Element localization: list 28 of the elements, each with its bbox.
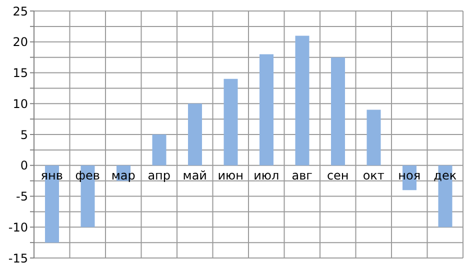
bar [224,78,238,166]
x-tick-label: мар [111,168,136,182]
x-tick-label: янв [40,168,63,182]
y-tick-label: 20 [12,35,28,50]
x-tick-label: сен [326,168,349,182]
x-tick-label: май [182,168,207,182]
x-tick-label: фев [75,168,100,182]
bar [188,104,202,166]
x-tick-label: ноя [398,168,421,182]
y-tick-label: 10 [12,96,28,111]
x-tick-label: дек [434,168,457,182]
x-tick-label: окт [362,168,384,182]
y-tick-label: 25 [12,4,28,18]
bar [331,57,345,166]
y-tick-label: 5 [20,128,28,142]
y-tick-label: -5 [16,190,28,204]
y-tick-label: -15 [8,251,28,266]
bar [295,36,310,166]
y-tick-label: -10 [8,220,28,234]
bar [260,54,274,166]
bar [152,134,166,166]
x-tick-label: июл [254,168,280,182]
bar [366,110,381,166]
x-tick-label: апр [148,168,171,182]
y-tick-label: 0 [20,158,28,173]
x-tick-label: июн [218,168,244,182]
y-tick-label: 15 [12,66,28,80]
x-tick-label: авг [292,168,312,182]
